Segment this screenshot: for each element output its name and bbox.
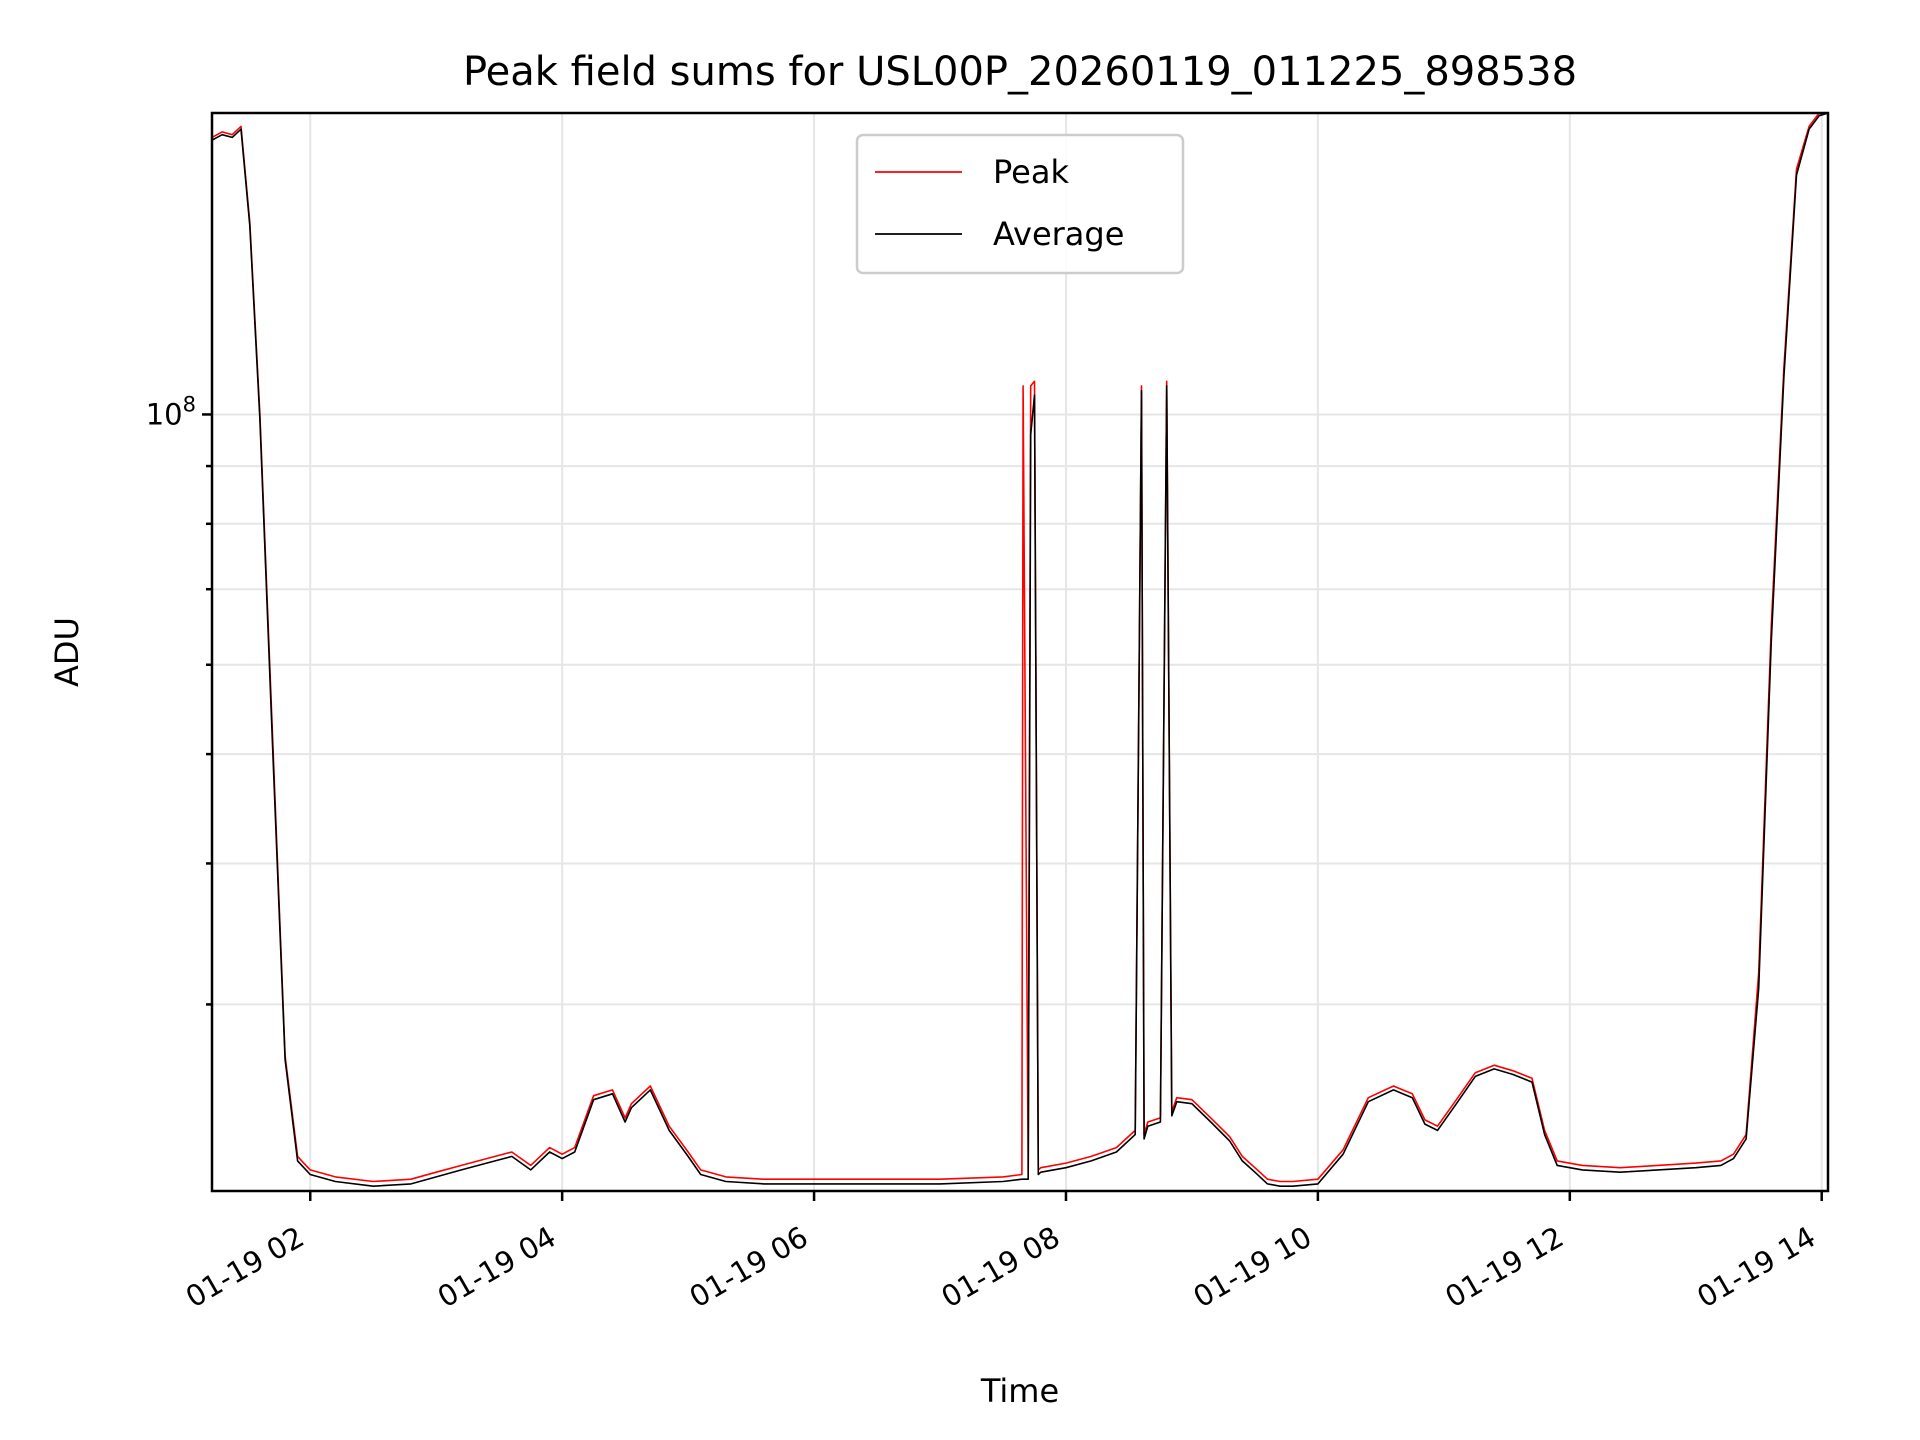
chart-title: Peak field sums for USL00P_20260119_0112…: [463, 49, 1577, 95]
legend-label-peak: Peak: [993, 153, 1069, 191]
y-tick-label: 108: [146, 392, 196, 431]
x-axis-label: Time: [980, 1372, 1059, 1410]
series-line-peak: [212, 113, 1828, 1183]
grid: [212, 113, 1828, 1191]
y-axis-label: ADU: [48, 617, 86, 687]
series-layer: [212, 113, 1828, 1187]
y-axis: 108: [146, 392, 212, 1006]
legend-box: [855, 133, 1185, 275]
plot-frame: [210, 111, 1830, 1193]
legend-label-average: Average: [993, 215, 1124, 253]
legend: Peak Average: [855, 133, 1185, 275]
series-line-average: [212, 113, 1828, 1187]
